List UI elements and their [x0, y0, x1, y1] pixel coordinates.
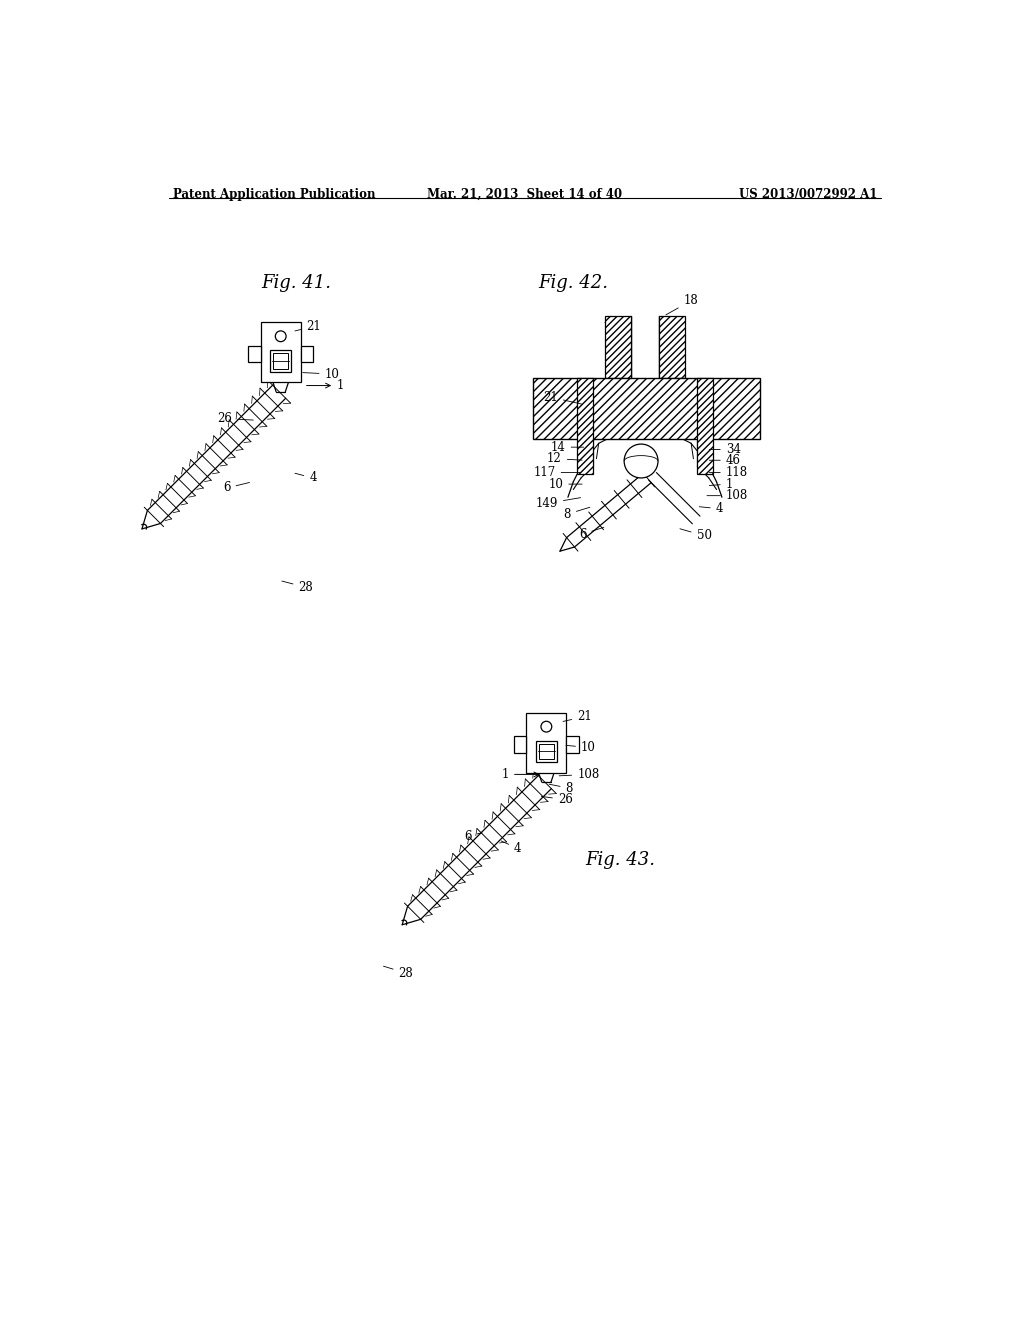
Text: 108: 108 [559, 768, 599, 781]
Text: 118: 118 [710, 466, 748, 479]
Text: 50: 50 [680, 529, 712, 543]
Text: 34: 34 [710, 444, 740, 455]
Text: 21: 21 [295, 319, 321, 333]
Text: 6: 6 [223, 482, 250, 495]
Text: 6: 6 [579, 527, 604, 541]
Bar [697, 378, 713, 474]
Text: 28: 28 [383, 966, 414, 979]
Text: Fig. 41.: Fig. 41. [261, 275, 331, 292]
Text: 12: 12 [547, 453, 582, 465]
Text: Patent Application Publication: Patent Application Publication [173, 187, 376, 201]
Bar [514, 737, 526, 752]
Bar [261, 322, 301, 383]
Bar [249, 346, 261, 363]
Text: 1: 1 [306, 379, 344, 392]
Text: 26: 26 [542, 793, 572, 807]
Text: 108: 108 [707, 490, 748, 502]
Text: 10: 10 [549, 478, 582, 491]
Text: Mar. 21, 2013  Sheet 14 of 40: Mar. 21, 2013 Sheet 14 of 40 [427, 187, 623, 201]
Text: 46: 46 [710, 454, 740, 467]
Text: 14: 14 [551, 441, 584, 454]
Circle shape [275, 331, 286, 342]
Text: 4: 4 [699, 502, 723, 515]
Text: 21: 21 [563, 710, 592, 723]
Bar [539, 743, 554, 759]
Bar [605, 317, 631, 378]
Text: 26: 26 [217, 412, 253, 425]
Text: Fig. 43.: Fig. 43. [585, 851, 655, 870]
Bar [658, 317, 685, 378]
Text: 28: 28 [282, 581, 313, 594]
Text: 10: 10 [566, 741, 596, 754]
Text: 6: 6 [464, 829, 482, 842]
Circle shape [625, 444, 658, 478]
Bar [301, 346, 313, 363]
Bar [270, 350, 292, 372]
Text: 8: 8 [549, 781, 573, 795]
Text: 117: 117 [534, 466, 581, 479]
Text: US 2013/0072992 A1: US 2013/0072992 A1 [739, 187, 878, 201]
Text: 18: 18 [666, 294, 698, 315]
Text: 1: 1 [502, 768, 539, 781]
Circle shape [541, 721, 552, 733]
Bar [526, 713, 566, 774]
Text: Fig. 42.: Fig. 42. [539, 275, 608, 292]
Text: 4: 4 [501, 841, 521, 855]
Text: 1: 1 [710, 478, 733, 491]
Text: 149: 149 [536, 496, 581, 510]
Bar [536, 741, 557, 762]
Text: 8: 8 [563, 507, 590, 520]
Text: 10: 10 [303, 367, 340, 380]
Text: 4: 4 [295, 471, 316, 484]
Text: 21: 21 [543, 391, 583, 404]
Bar [578, 378, 593, 474]
Bar [273, 354, 289, 368]
Bar [534, 378, 761, 440]
Bar [566, 737, 579, 752]
